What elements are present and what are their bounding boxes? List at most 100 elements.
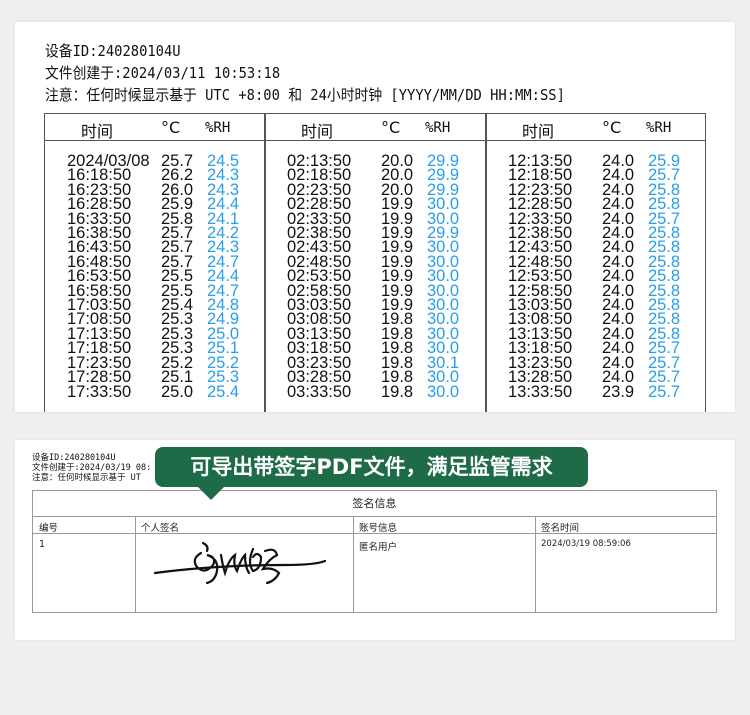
time-cell: 02:58:50 <box>287 281 352 300</box>
rh-cell: 25.2 <box>207 353 240 372</box>
rh-cell: 25.8 <box>648 324 681 343</box>
header-time: 时间 <box>81 122 114 141</box>
time-cell: 16:53:50 <box>67 267 132 286</box>
temp-cell: 19.9 <box>381 209 414 228</box>
time-cell: 12:13:50 <box>508 152 573 170</box>
temp-cell: 25.0 <box>161 382 194 401</box>
banner-pointer <box>197 486 225 500</box>
time-cell: 13:13:50 <box>508 324 573 343</box>
time-cell: 2024/03/08 <box>67 152 150 170</box>
temp-cell: 24.0 <box>602 324 635 343</box>
column-divider <box>485 114 487 412</box>
temp-column: 24.0 24.0 24.0 24.0 24.0 24.0 24.0 24.0 24.0 24.0… <box>602 153 635 401</box>
row-account: 匿名用户 <box>359 542 398 553</box>
rh-cell: 24.4 <box>207 195 240 214</box>
temp-cell: 24.0 <box>602 368 635 387</box>
rh-cell: 25.7 <box>648 368 681 387</box>
rh-cell: 24.2 <box>207 224 240 243</box>
time-cell: 16:28:50 <box>67 195 132 214</box>
rh-cell: 30.0 <box>427 339 460 358</box>
temp-cell: 19.9 <box>381 195 414 214</box>
temp-cell: 25.5 <box>161 267 194 286</box>
rh-cell: 25.8 <box>648 238 681 257</box>
header-number: 编号 <box>39 523 59 534</box>
rh-cell: 30.0 <box>427 238 460 257</box>
time-cell: 03:33:50 <box>287 382 352 401</box>
rh-cell: 24.7 <box>207 281 240 300</box>
time-cell: 13:08:50 <box>508 310 573 329</box>
rh-cell: 25.1 <box>207 339 240 358</box>
rh-cell: 30.0 <box>427 252 460 271</box>
rh-cell: 30.1 <box>427 353 460 372</box>
rh-cell: 24.8 <box>207 296 240 315</box>
temp-cell: 24.0 <box>602 310 635 329</box>
rh-cell: 25.3 <box>207 368 240 387</box>
data-table: 时间 °C %RH 2024/03/08 16:18:50 16:23:50 16:28:5… <box>44 113 706 412</box>
temp-cell: 24.0 <box>602 238 635 257</box>
rh-column: 29.9 29.9 29.9 30.0 30.0 29.9 30.0 30.0 30.0 30.0… <box>427 152 460 400</box>
rh-cell: 25.8 <box>648 180 681 199</box>
table-header <box>45 114 705 141</box>
temp-cell: 19.8 <box>381 353 414 372</box>
time-cell: 17:13:50 <box>67 324 132 343</box>
temp-cell: 20.0 <box>381 166 414 185</box>
signature-table-title: 签名信息 <box>33 491 716 517</box>
temp-cell: 19.9 <box>381 267 414 286</box>
header-time: 时间 <box>522 122 555 141</box>
temp-cell: 23.9 <box>602 382 635 401</box>
temp-cell: 20.0 <box>381 152 414 170</box>
time-cell: 02:43:50 <box>287 238 352 257</box>
temp-cell: 25.2 <box>161 353 194 372</box>
rh-cell: 29.9 <box>427 152 460 170</box>
time-cell: 03:28:50 <box>287 368 352 387</box>
time-cell: 17:28:50 <box>67 368 132 387</box>
temp-cell: 19.9 <box>381 296 414 315</box>
time-cell: 02:28:50 <box>287 195 352 214</box>
temp-cell: 26.2 <box>161 166 194 185</box>
rh-cell: 24.3 <box>207 166 240 185</box>
time-cell: 02:38:50 <box>287 224 352 243</box>
row-sign-time: 2024/03/19 08:59:06 <box>541 539 631 549</box>
time-cell: 02:33:50 <box>287 209 352 228</box>
time-cell: 02:23:50 <box>287 180 352 199</box>
column-divider <box>135 517 136 612</box>
export-pdf-banner: 可导出带签字PDF文件，满足监管需求 <box>155 447 588 500</box>
rh-cell: 25.7 <box>648 353 681 372</box>
rh-cell: 25.7 <box>648 382 681 401</box>
header-rh: %RH <box>205 120 231 136</box>
file-created: 文件创建于:2024/03/11 10:53:18 <box>45 64 281 82</box>
rh-cell: 25.9 <box>648 152 681 170</box>
temp-cell: 25.4 <box>161 296 194 315</box>
rh-cell: 25.8 <box>648 252 681 271</box>
rh-cell: 24.3 <box>207 238 240 257</box>
rh-cell: 25.7 <box>648 166 681 185</box>
temp-cell: 24.0 <box>602 166 635 185</box>
temp-cell: 24.0 <box>602 180 635 199</box>
time-cell: 12:48:50 <box>508 252 573 271</box>
temp-cell: 24.0 <box>602 353 635 372</box>
header-rh: %RH <box>646 120 672 136</box>
temp-cell: 24.0 <box>602 296 635 315</box>
time-cell: 02:53:50 <box>287 267 352 286</box>
temp-cell: 25.3 <box>161 310 194 329</box>
temp-cell: 25.7 <box>161 152 194 170</box>
temp-cell: 24.0 <box>602 339 635 358</box>
time-cell: 17:18:50 <box>67 339 132 358</box>
rh-cell: 25.4 <box>207 382 240 401</box>
temp-cell: 19.8 <box>381 310 414 329</box>
rh-cell: 30.0 <box>427 368 460 387</box>
time-cell: 16:38:50 <box>67 224 132 243</box>
time-cell: 17:08:50 <box>67 310 132 329</box>
time-cell: 17:03:50 <box>67 296 132 315</box>
rh-cell: 25.0 <box>207 324 240 343</box>
timezone-note: 注意：任何时候显示基于 UT <box>32 473 141 483</box>
rh-cell: 25.7 <box>648 339 681 358</box>
temp-cell: 19.9 <box>381 224 414 243</box>
time-cell: 16:58:50 <box>67 281 132 300</box>
temp-cell: 25.7 <box>161 252 194 271</box>
device-id: 设备ID:240280104U <box>45 42 181 60</box>
rh-column: 24.5 24.3 24.3 24.4 24.1 24.2 24.3 24.7 24.4 24.7… <box>207 153 240 401</box>
rh-cell: 29.9 <box>427 180 460 199</box>
rh-cell: 24.1 <box>207 209 240 228</box>
temp-cell: 25.3 <box>161 339 194 358</box>
